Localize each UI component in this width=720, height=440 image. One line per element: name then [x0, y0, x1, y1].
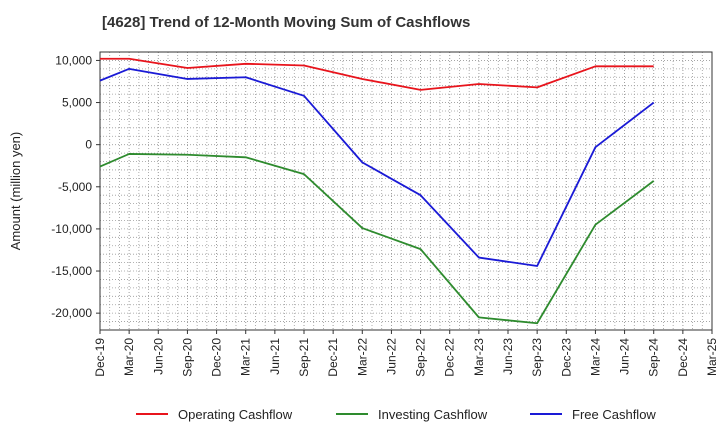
x-tick-label: Dec-21	[326, 338, 340, 377]
y-tick-label: -15,000	[51, 264, 92, 278]
x-tick-label: Dec-20	[210, 338, 224, 377]
x-tick-label: Sep-21	[297, 338, 311, 377]
x-tick-label: Sep-20	[180, 338, 194, 377]
x-tick-label: Dec-24	[676, 338, 690, 377]
x-tick-label: Mar-24	[588, 338, 602, 376]
x-tick-label: Dec-23	[559, 338, 573, 377]
legend-label-operating-cashflow: Operating Cashflow	[178, 407, 293, 422]
y-axis-title: Amount (million yen)	[8, 132, 23, 251]
series-line-free-cashflow	[99, 67, 655, 267]
x-tick-label: Jun-23	[501, 338, 515, 375]
x-tick-label: Sep-24	[647, 338, 661, 377]
x-tick-label: Jun-21	[268, 338, 282, 375]
x-tick-label: Mar-22	[355, 338, 369, 376]
y-tick-label: 5,000	[62, 96, 92, 110]
series-line-operating-cashflow	[100, 57, 654, 91]
x-tick-label: Mar-20	[122, 338, 136, 376]
x-tick-label: Jun-22	[384, 338, 398, 375]
y-tick-label: -10,000	[51, 222, 92, 236]
x-tick-label: Sep-23	[530, 338, 544, 377]
plot-area	[100, 52, 712, 330]
x-tick-label: Mar-21	[239, 338, 253, 376]
y-tick-label: 0	[85, 138, 92, 152]
legend-label-free-cashflow: Free Cashflow	[572, 407, 656, 422]
x-tick-label: Jun-24	[618, 338, 632, 375]
plot-frame	[99, 51, 713, 331]
x-tick-label: Dec-22	[443, 338, 457, 377]
x-tick-label: Mar-25	[705, 338, 719, 376]
series-line-investing-cashflow	[99, 153, 655, 325]
x-tick-label: Dec-19	[93, 338, 107, 377]
x-tick-label: Jun-20	[151, 338, 165, 375]
legend-label-investing-cashflow: Investing Cashflow	[378, 407, 488, 422]
chart-title: [4628] Trend of 12-Month Moving Sum of C…	[102, 14, 471, 31]
x-tick-label: Sep-22	[414, 338, 428, 377]
y-tick-label: -5,000	[58, 180, 92, 194]
x-tick-label: Mar-23	[472, 338, 486, 376]
y-tick-label: -20,000	[51, 306, 92, 320]
y-tick-label: 10,000	[55, 53, 92, 67]
